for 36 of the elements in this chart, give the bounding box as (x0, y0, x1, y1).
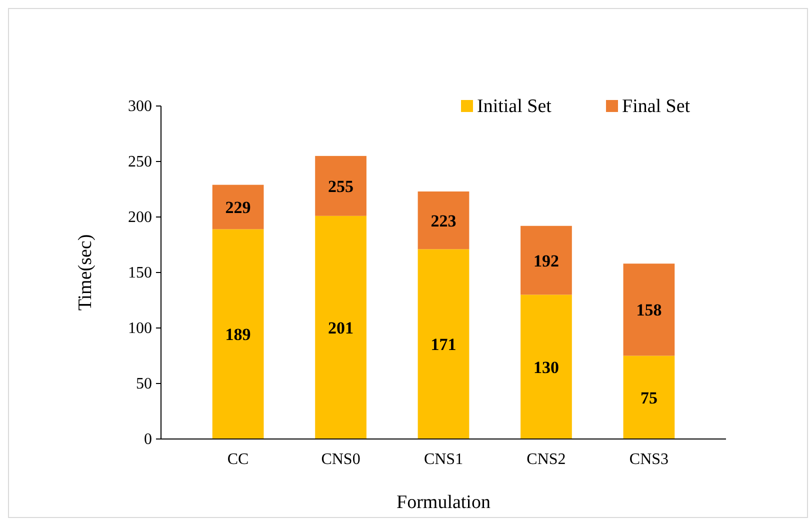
total-label: 192 (533, 251, 559, 270)
legend-label: Initial Set (477, 96, 552, 117)
x-tick-label: CNS2 (526, 451, 566, 468)
bar (520, 294, 572, 439)
bar (212, 184, 264, 230)
total-label: 223 (430, 211, 456, 230)
bar (623, 356, 675, 439)
y-tick-label: 100 (128, 320, 152, 337)
x-tick-label: CC (227, 451, 249, 468)
bar (315, 216, 366, 439)
bar (418, 191, 470, 250)
y-tick-label: 250 (128, 154, 152, 170)
y-axis-title: Time(sec) (75, 234, 96, 311)
x-tick-label: CNS3 (629, 451, 669, 468)
data-label: 130 (533, 358, 559, 377)
data-label: 189 (225, 325, 251, 344)
x-tick-label: CNS0 (321, 451, 360, 468)
total-label: 229 (225, 198, 251, 218)
y-tick-label: 0 (144, 431, 152, 448)
bar (520, 226, 572, 295)
legend-label: Final Set (622, 96, 691, 117)
bar (418, 249, 470, 439)
total-label: 158 (636, 300, 662, 320)
y-tick-label: 300 (128, 98, 152, 115)
total-label: 255 (328, 176, 354, 196)
x-axis-title: Formulation (396, 492, 491, 513)
y-tick-label: 200 (128, 209, 152, 226)
data-label: 201 (328, 318, 354, 338)
data-label: 75 (640, 388, 658, 408)
data-label: 171 (430, 335, 456, 354)
x-tick-label: CNS1 (424, 451, 464, 468)
bar (315, 156, 366, 216)
bar (212, 229, 264, 439)
y-tick-label: 150 (128, 264, 152, 282)
y-tick-label: 50 (136, 376, 152, 392)
bar (623, 264, 675, 356)
